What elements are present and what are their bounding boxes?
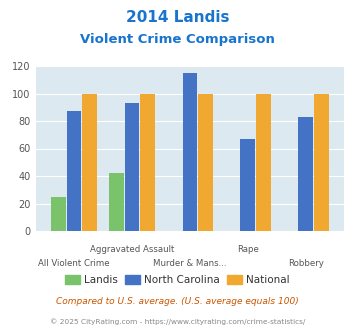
Text: Robbery: Robbery (288, 259, 324, 268)
Bar (125, 103, 140, 231)
Text: All Violent Crime: All Violent Crime (38, 259, 110, 268)
Bar (82, 93, 97, 231)
Text: Murder & Mans...: Murder & Mans... (153, 259, 227, 268)
Text: Aggravated Assault: Aggravated Assault (90, 245, 174, 254)
Bar (51, 197, 66, 231)
Text: Rape: Rape (237, 245, 259, 254)
Bar (109, 173, 124, 231)
Text: 2014 Landis: 2014 Landis (126, 10, 229, 25)
Text: © 2025 CityRating.com - https://www.cityrating.com/crime-statistics/: © 2025 CityRating.com - https://www.city… (50, 318, 305, 325)
Legend: Landis, North Carolina, National: Landis, North Carolina, National (61, 271, 294, 289)
Bar (140, 93, 155, 231)
Bar (67, 112, 81, 231)
Text: Violent Crime Comparison: Violent Crime Comparison (80, 33, 275, 46)
Bar (299, 117, 313, 231)
Bar (240, 139, 255, 231)
Bar (182, 73, 197, 231)
Text: Compared to U.S. average. (U.S. average equals 100): Compared to U.S. average. (U.S. average … (56, 297, 299, 306)
Bar (314, 93, 328, 231)
Bar (256, 93, 271, 231)
Bar (198, 93, 213, 231)
